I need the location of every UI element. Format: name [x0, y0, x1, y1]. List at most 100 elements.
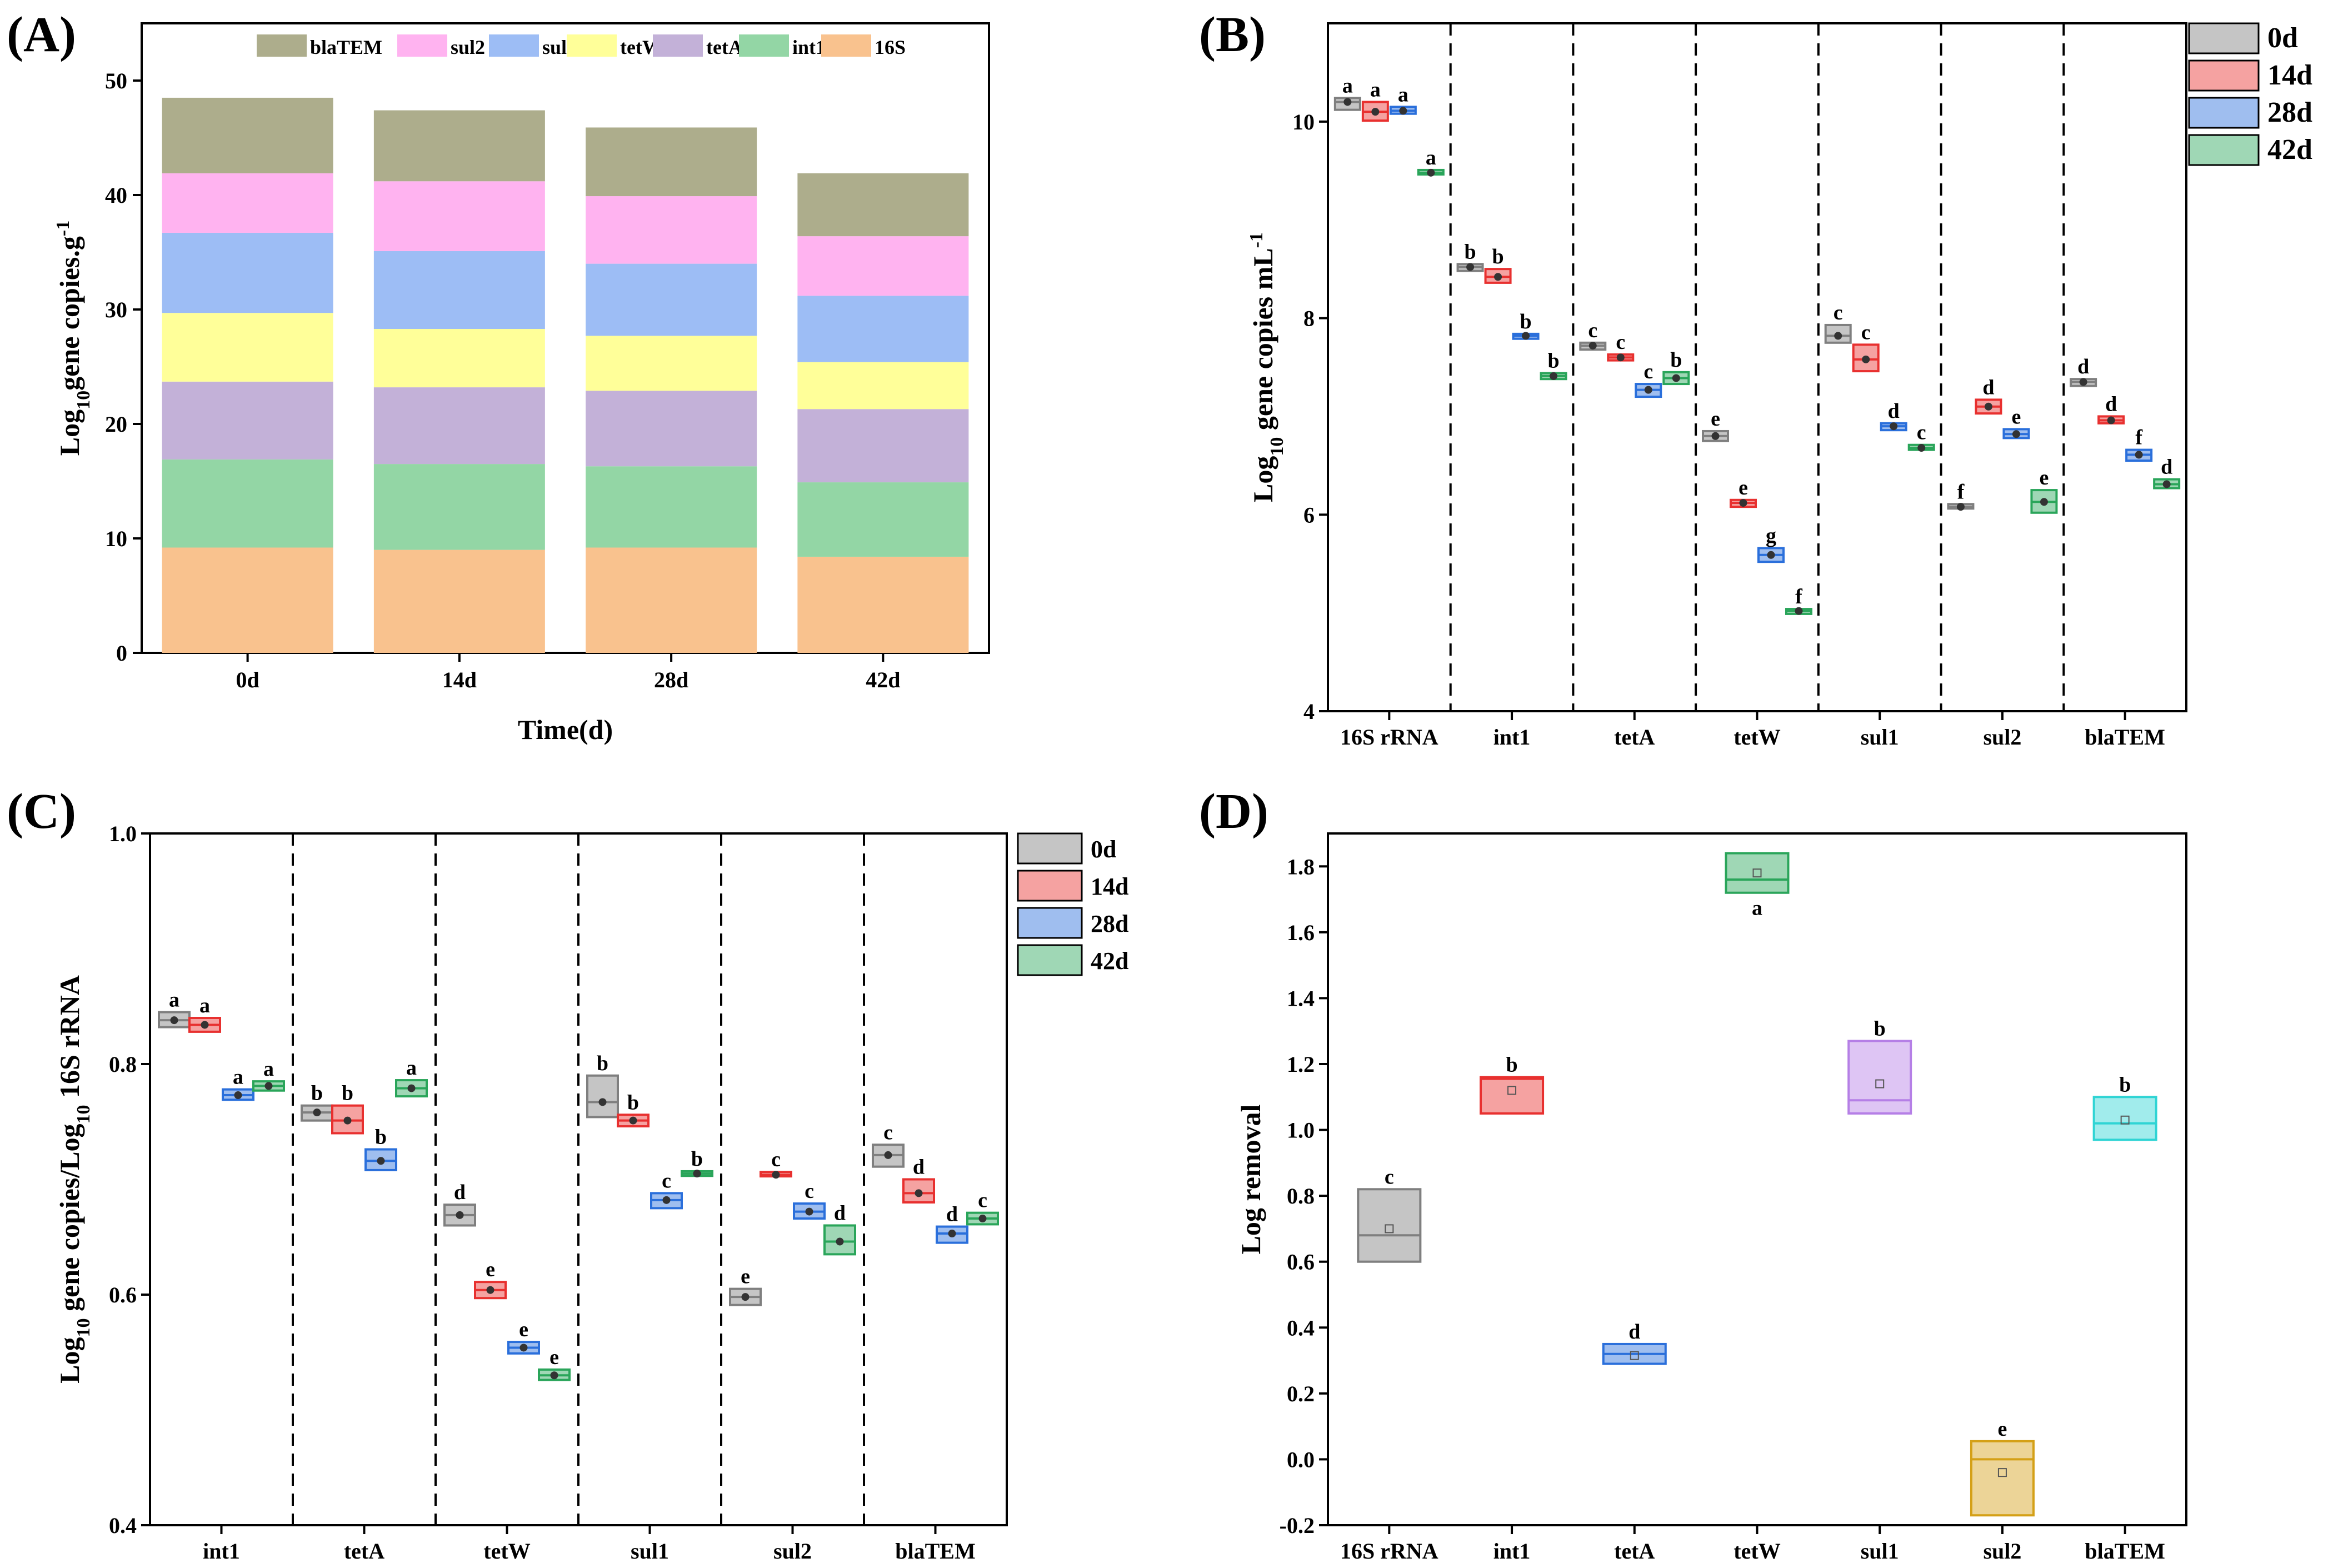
- legend-swatch-42d: [2188, 134, 2260, 166]
- significance-letter: a: [1752, 897, 1762, 920]
- significance-letter: e: [2039, 466, 2049, 490]
- x-tick-label: sul1: [1861, 725, 1899, 750]
- significance-letter: b: [627, 1091, 639, 1114]
- box-mean-point: [1767, 551, 1775, 559]
- significance-letter: d: [1888, 400, 1900, 423]
- legend-swatch-42d: [1017, 944, 1083, 976]
- y-tick-label: 1.2: [1287, 1052, 1315, 1077]
- significance-letter: a: [1342, 74, 1353, 97]
- significance-letter: d: [834, 1202, 846, 1225]
- bar-segment-int1-28d: [586, 466, 757, 548]
- box-mean-point: [978, 1215, 987, 1223]
- axes-frame: [141, 22, 990, 654]
- significance-letter: c: [883, 1121, 893, 1144]
- y-tick-label: 0.8: [109, 1052, 137, 1077]
- box-mean-point: [2107, 416, 2115, 425]
- x-tick-label: sul1: [631, 1539, 669, 1564]
- box-mean-point: [1466, 263, 1475, 271]
- significance-letter: b: [1492, 245, 1504, 268]
- significance-letter: d: [1628, 1320, 1640, 1344]
- bar-segment-tetA-0d: [162, 381, 333, 460]
- y-axis-label: Log10gene copies.g-1: [53, 221, 94, 456]
- box-mean-point: [1956, 503, 1965, 511]
- bar-segment-16S-0d: [162, 547, 333, 653]
- panel-c-label: (C): [7, 784, 76, 839]
- bar-segment-tetW-28d: [586, 336, 757, 391]
- y-tick-label: 0.6: [1287, 1250, 1315, 1275]
- bar-segment-blaTEM-28d: [586, 127, 757, 197]
- box-mean-point: [1890, 422, 1898, 431]
- box-mean-point: [2079, 378, 2087, 386]
- box-mean-point: [1672, 374, 1680, 382]
- box-mean-point: [201, 1021, 209, 1029]
- significance-letter: b: [1506, 1053, 1518, 1077]
- significance-letter: a: [263, 1057, 274, 1081]
- significance-letter: c: [1834, 301, 1843, 324]
- significance-letter: a: [1426, 146, 1436, 169]
- significance-letter: b: [342, 1082, 353, 1105]
- box-mean-point: [662, 1196, 671, 1204]
- y-tick-label: 30: [105, 297, 127, 322]
- bar-segment-int1-0d: [162, 459, 333, 548]
- box-mean-point: [1371, 108, 1380, 116]
- significance-letter: c: [1643, 360, 1653, 383]
- significance-letter: a: [1370, 78, 1381, 101]
- box-mean-point: [519, 1344, 528, 1352]
- significance-letter: b: [1670, 348, 1682, 372]
- significance-letter: b: [1520, 310, 1532, 333]
- y-tick-label: 0: [116, 641, 127, 666]
- chart-a: 0 10 20 30 40 50 0d 14d 28d 42d Time(d) Log10gene c…: [53, 22, 990, 745]
- y-tick-label: 1.6: [1287, 920, 1315, 945]
- x-tick-label: blaTEM: [2085, 725, 2165, 750]
- box-mean-point: [264, 1082, 273, 1090]
- x-tick-label: tetW: [483, 1539, 530, 1564]
- box-mean-marker: [1630, 1351, 1639, 1360]
- bar-segment-sul2-28d: [586, 196, 757, 264]
- bar-segment-16S-28d: [586, 547, 757, 653]
- box-mean-point: [1834, 332, 1842, 340]
- bar-segment-tetW-42d: [797, 362, 969, 410]
- significance-letter: b: [375, 1126, 387, 1149]
- box-mean-point: [1550, 372, 1558, 380]
- bar-segment-sul1-28d: [586, 263, 757, 336]
- legend-swatch-16S: [821, 34, 871, 57]
- significance-letter: e: [1711, 407, 1720, 431]
- legend-label-14d: 14d: [1091, 873, 1128, 900]
- significance-letter: b: [1548, 349, 1560, 373]
- legend-swatch-28d: [2188, 97, 2260, 129]
- significance-letter: d: [946, 1203, 958, 1226]
- y-tick-label: 0.4: [1287, 1315, 1315, 1340]
- box-mean-point: [915, 1189, 923, 1197]
- x-tick-label: 16S rRNA: [1340, 1539, 1438, 1564]
- x-tick-label: sul2: [1983, 1539, 2021, 1564]
- box-mean-point: [948, 1230, 956, 1238]
- significance-letter: b: [311, 1082, 323, 1105]
- box-mean-point: [693, 1170, 701, 1178]
- x-tick-label: 16S rRNA: [1340, 725, 1438, 750]
- legend-swatch-14d: [2188, 59, 2260, 92]
- y-tick-label: 0.8: [1287, 1184, 1315, 1209]
- bar-segment-tetA-42d: [797, 409, 969, 483]
- significance-letter: f: [1795, 585, 1803, 608]
- significance-letter: c: [1588, 319, 1597, 342]
- bar-segment-int1-42d: [797, 482, 969, 557]
- x-tick-label: 14d: [442, 667, 477, 692]
- legend-label-42d: 42d: [1091, 947, 1128, 975]
- significance-letter: c: [1616, 331, 1625, 354]
- box-mean-point: [1494, 273, 1502, 281]
- significance-letter: c: [805, 1180, 814, 1203]
- axes-frame: [1327, 22, 2187, 712]
- y-tick-label: 6: [1303, 502, 1315, 527]
- box-mean-point: [1616, 353, 1625, 362]
- legend-swatch-int1: [739, 34, 789, 57]
- y-tick-label: 20: [105, 412, 127, 437]
- significance-letter: b: [597, 1052, 608, 1075]
- legend-label-16S: 16S: [875, 36, 906, 58]
- legend-swatch-sul2: [397, 34, 447, 57]
- y-tick-label: 1.0: [1287, 1118, 1315, 1143]
- significance-letter: c: [771, 1148, 781, 1171]
- legend-label-sul2: sul2: [451, 36, 485, 58]
- significance-letter: c: [1385, 1165, 1394, 1189]
